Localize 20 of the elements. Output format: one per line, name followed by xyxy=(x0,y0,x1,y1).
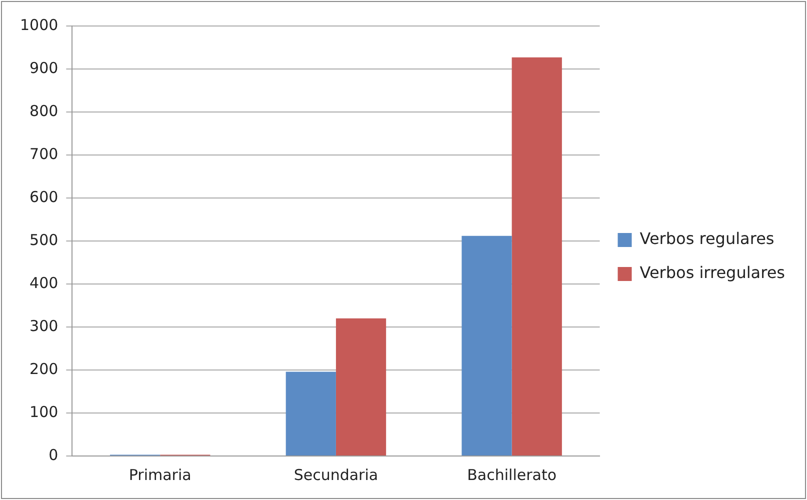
y-tick-label: 0 xyxy=(48,446,58,464)
x-tick-label: Primaria xyxy=(128,466,192,484)
y-tick-label: 1000 xyxy=(20,16,58,34)
y-tick-label: 500 xyxy=(30,230,58,249)
x-tick-label: Secundaria xyxy=(294,466,378,484)
y-tick-label: 900 xyxy=(30,58,58,77)
y-tick-label: 700 xyxy=(30,144,58,163)
bar xyxy=(512,57,562,456)
legend-label: Verbos regulares xyxy=(640,229,774,248)
y-tick-label: 800 xyxy=(30,102,58,120)
y-tick-label: 300 xyxy=(30,316,58,335)
y-tick-label: 600 xyxy=(30,188,58,206)
bar xyxy=(462,236,512,456)
bar xyxy=(286,372,336,456)
legend-label: Verbos irregulares xyxy=(640,263,786,282)
bar xyxy=(336,318,386,456)
x-tick-label: Bachillerato xyxy=(467,466,557,484)
y-tick-label: 400 xyxy=(30,274,58,292)
y-tick-label: 100 xyxy=(30,402,58,421)
y-tick-label: 200 xyxy=(30,360,58,378)
